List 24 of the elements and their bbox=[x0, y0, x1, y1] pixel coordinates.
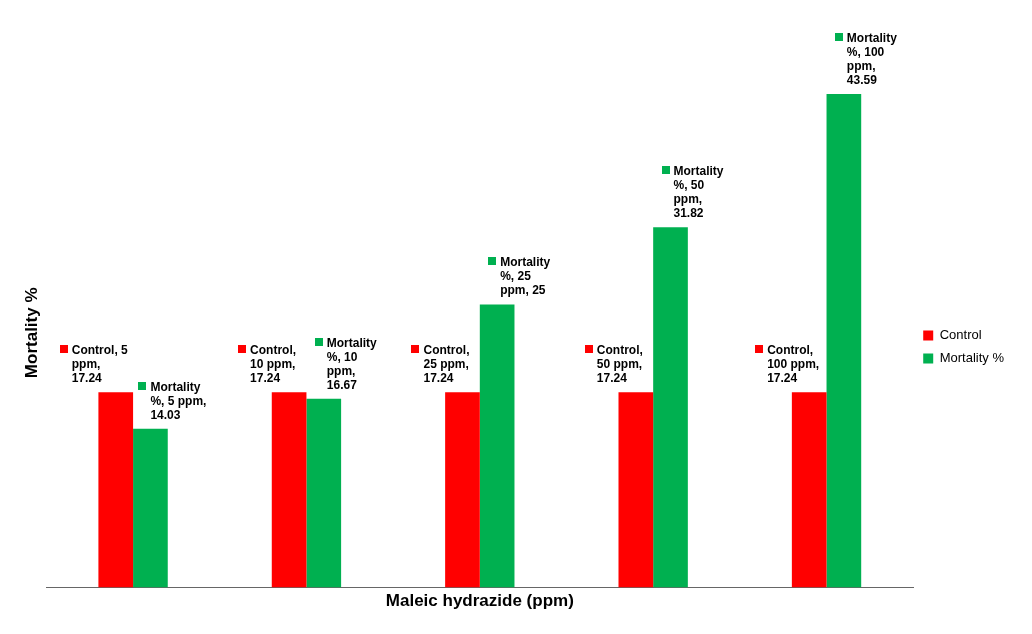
bar bbox=[133, 428, 168, 588]
data-label: Control, 100 ppm, 17.24 bbox=[767, 343, 820, 386]
bar bbox=[271, 392, 307, 588]
legend-label: Mortality % bbox=[939, 350, 1005, 366]
data-label: Mortality %, 5 ppm, 14.03 bbox=[150, 379, 207, 422]
data-label: Mortality %, 100 ppm, 43.59 bbox=[846, 30, 898, 87]
bar bbox=[653, 227, 688, 588]
bar bbox=[791, 392, 827, 588]
bar bbox=[306, 398, 342, 588]
x-axis-title: Maleic hydrazide (ppm) bbox=[385, 591, 574, 611]
y-axis-title: Mortality % bbox=[21, 287, 41, 379]
bar bbox=[618, 392, 654, 588]
bar bbox=[826, 93, 862, 588]
bar bbox=[479, 304, 515, 588]
data-label: Mortality %, 10 ppm, 16.67 bbox=[326, 335, 378, 392]
bar bbox=[445, 392, 480, 588]
data-label: Control, 50 ppm, 17.24 bbox=[596, 343, 643, 386]
bar bbox=[98, 392, 134, 588]
legend-label: Control bbox=[939, 327, 982, 343]
data-label: Mortality %, 50 ppm, 31.82 bbox=[673, 164, 724, 221]
data-label: Control, 5 ppm, 17.24 bbox=[71, 343, 129, 386]
data-label: Control, 25 ppm, 17.24 bbox=[423, 343, 470, 386]
data-label: Mortality %, 25 ppm, 25 bbox=[500, 255, 551, 298]
data-label: Control, 10 ppm, 17.24 bbox=[250, 343, 297, 386]
